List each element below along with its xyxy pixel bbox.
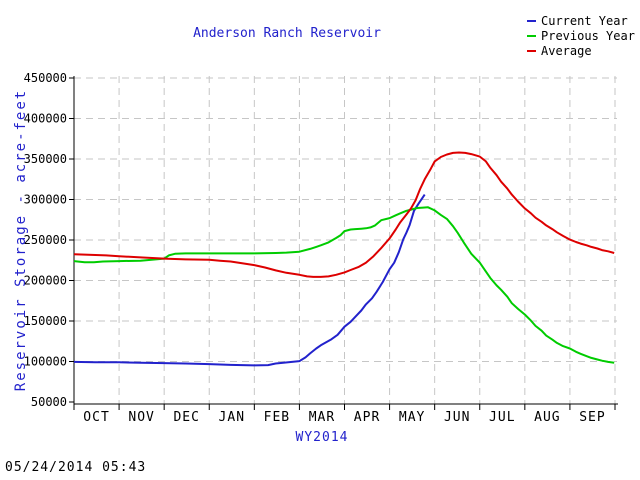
- y-tick-label: 400000: [24, 112, 67, 126]
- x-tick-label: APR: [354, 410, 380, 425]
- x-tick-label: OCT: [83, 410, 109, 425]
- y-tick-label: 150000: [24, 314, 67, 328]
- series-line-current-year: [73, 194, 426, 367]
- x-tick-label: MAY: [399, 410, 425, 425]
- x-axis-title: WY2014: [295, 430, 349, 445]
- x-tick-label: NOV: [128, 410, 154, 425]
- legend-item-average: Average: [527, 43, 635, 58]
- y-tick-label: 50000: [31, 395, 67, 409]
- x-tick-label: AUG: [534, 410, 560, 425]
- legend-label-average: Average: [541, 43, 592, 58]
- y-tick-label: 200000: [24, 274, 67, 288]
- legend: Current Year Previous Year Average: [527, 13, 635, 58]
- x-tick-label: MAR: [309, 410, 335, 425]
- chart-title: Anderson Ranch Reservoir: [193, 26, 381, 41]
- timestamp: 05/24/2014 05:43: [5, 460, 147, 475]
- legend-dash-current-year: [527, 19, 536, 22]
- y-tick-label: 100000: [24, 355, 67, 369]
- x-tick-label: DEC: [173, 410, 199, 425]
- x-tick-label: JAN: [219, 410, 245, 425]
- legend-dash-average: [527, 49, 536, 52]
- legend-item-current-year: Current Year: [527, 13, 635, 28]
- series-line-average: [73, 151, 615, 278]
- series-line-previous-year: [73, 206, 615, 364]
- x-tick-label: JUN: [444, 410, 470, 425]
- y-tick-label: 250000: [24, 233, 67, 247]
- y-tick-label: 300000: [24, 193, 67, 207]
- legend-label-current-year: Current Year: [541, 13, 628, 28]
- y-axis-title: Reservoir Storage - acre-feet: [13, 88, 29, 392]
- legend-label-previous-year: Previous Year: [541, 28, 635, 43]
- x-tick-label: SEP: [579, 410, 605, 425]
- y-tick-label: 350000: [24, 152, 67, 166]
- x-tick-label: JUL: [489, 410, 515, 425]
- y-tick-label: 450000: [24, 71, 67, 85]
- legend-item-previous-year: Previous Year: [527, 28, 635, 43]
- legend-dash-previous-year: [527, 34, 536, 37]
- x-tick-label: FEB: [264, 410, 290, 425]
